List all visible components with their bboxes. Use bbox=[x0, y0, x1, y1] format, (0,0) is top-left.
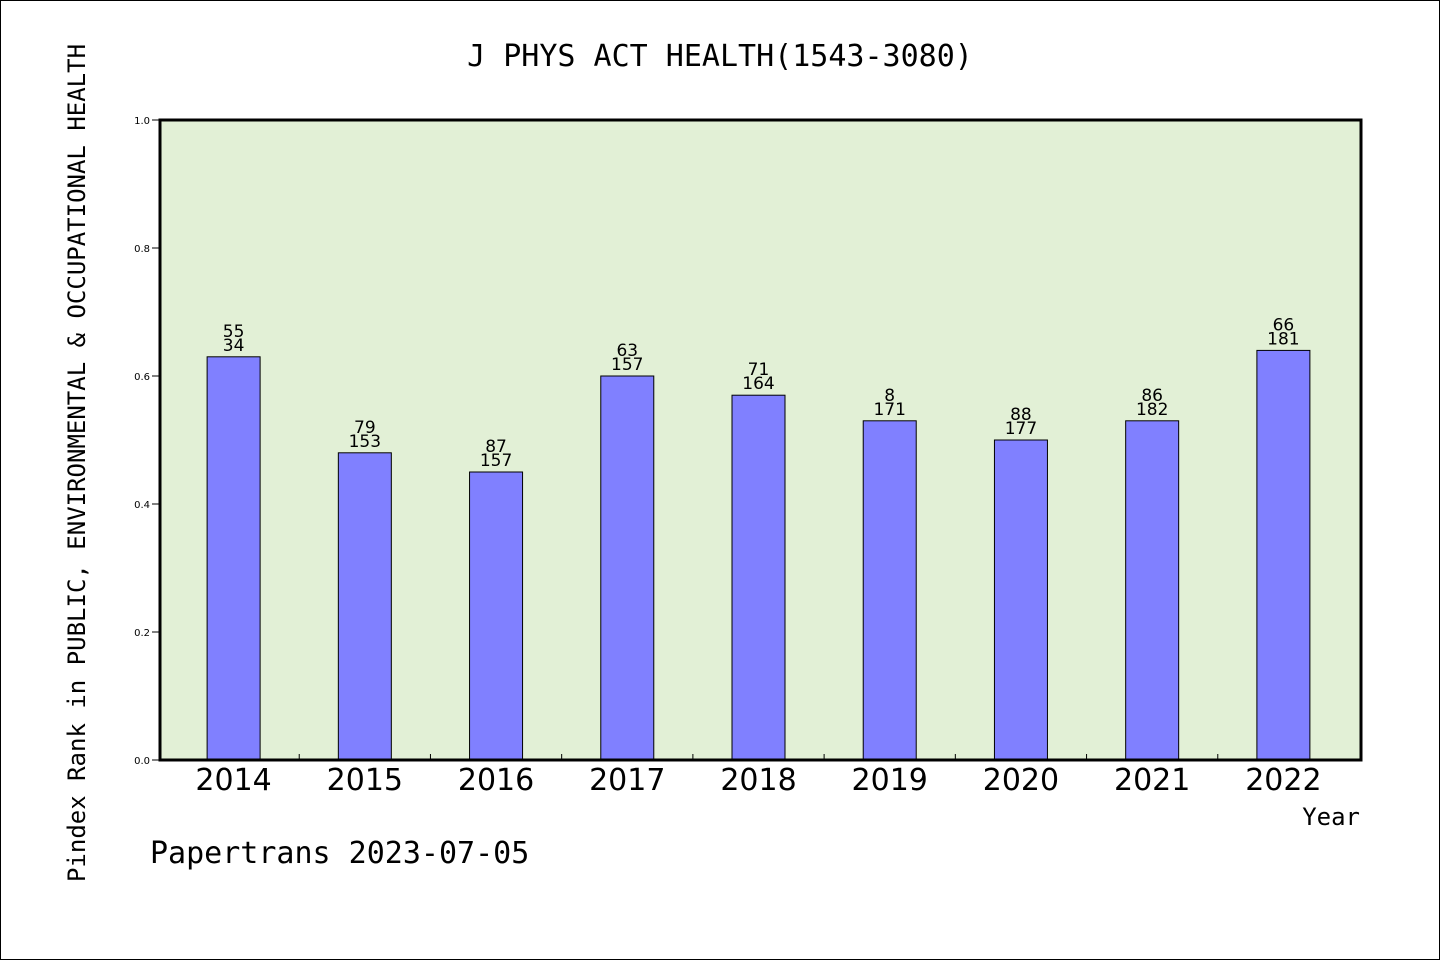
bars-group bbox=[206, 349, 1311, 761]
bar-rank-label: 71 bbox=[748, 360, 770, 380]
plot-border bbox=[158, 118, 1363, 762]
x-tick-label: 2021 bbox=[1114, 763, 1190, 798]
x-tick-label: 2018 bbox=[720, 763, 796, 798]
bar-total-label: 34 bbox=[223, 336, 245, 356]
x-tick-label: 2015 bbox=[327, 763, 403, 798]
bar-rank-label: 8 bbox=[884, 386, 895, 406]
x-axis-ticks: 2014 2015 2016 2017 2018 2019 2020 2021 2022 bbox=[195, 754, 1322, 798]
bar-total-label: 182 bbox=[1136, 400, 1168, 420]
bar-2017 bbox=[600, 375, 655, 761]
bar-total-label: 181 bbox=[1267, 329, 1299, 349]
y-tick-label: 1.0 bbox=[134, 116, 150, 127]
x-tick-label: 2020 bbox=[983, 763, 1059, 798]
footer-credit: Papertrans 2023-07-05 bbox=[150, 836, 529, 871]
bar-2014 bbox=[206, 356, 261, 761]
y-tick-label: 0.6 bbox=[134, 372, 150, 383]
bar-total-label: 164 bbox=[742, 374, 774, 394]
y-axis-label: Pindex Rank in PUBLIC, ENVIRONMENTAL & O… bbox=[63, 44, 91, 882]
bar-2020 bbox=[993, 439, 1048, 761]
bar-2022 bbox=[1256, 349, 1311, 761]
y-tick-label: 0.8 bbox=[134, 244, 150, 255]
bar-rank-label: 79 bbox=[354, 418, 376, 438]
bar-2021 bbox=[1125, 420, 1180, 761]
y-tick-label: 0.4 bbox=[134, 500, 150, 511]
y-axis-ticks: 0.0 0.2 0.4 0.6 0.8 1.0 bbox=[134, 116, 160, 767]
y-tick-label: 0.0 bbox=[134, 756, 150, 767]
bar-rank-label: 88 bbox=[1010, 405, 1032, 425]
bar-total-label: 171 bbox=[873, 400, 905, 420]
x-tick-label: 2016 bbox=[458, 763, 534, 798]
bar-rank-label: 87 bbox=[485, 437, 507, 457]
bar-rank-label: 86 bbox=[1141, 386, 1163, 406]
bar-2019 bbox=[862, 420, 917, 761]
x-tick-label: 2014 bbox=[195, 763, 271, 798]
bar-2018 bbox=[731, 394, 786, 761]
bar-rank-label: 63 bbox=[616, 341, 638, 361]
bar-2016 bbox=[469, 471, 524, 761]
y-tick-label: 0.2 bbox=[134, 628, 150, 639]
bar-2015 bbox=[337, 452, 392, 761]
bar-rank-label: 55 bbox=[223, 322, 245, 342]
x-axis-label: Year bbox=[1302, 803, 1360, 831]
bar-total-label: 157 bbox=[480, 451, 512, 471]
chart-title: J PHYS ACT HEALTH(1543-3080) bbox=[467, 39, 973, 74]
x-tick-label: 2017 bbox=[589, 763, 665, 798]
bar-total-label: 153 bbox=[349, 432, 381, 452]
x-tick-label: 2022 bbox=[1245, 763, 1321, 798]
bar-total-label: 157 bbox=[611, 355, 643, 375]
x-tick-label: 2019 bbox=[852, 763, 928, 798]
bar-total-label: 177 bbox=[1005, 419, 1037, 439]
bar-rank-label: 66 bbox=[1273, 315, 1295, 335]
